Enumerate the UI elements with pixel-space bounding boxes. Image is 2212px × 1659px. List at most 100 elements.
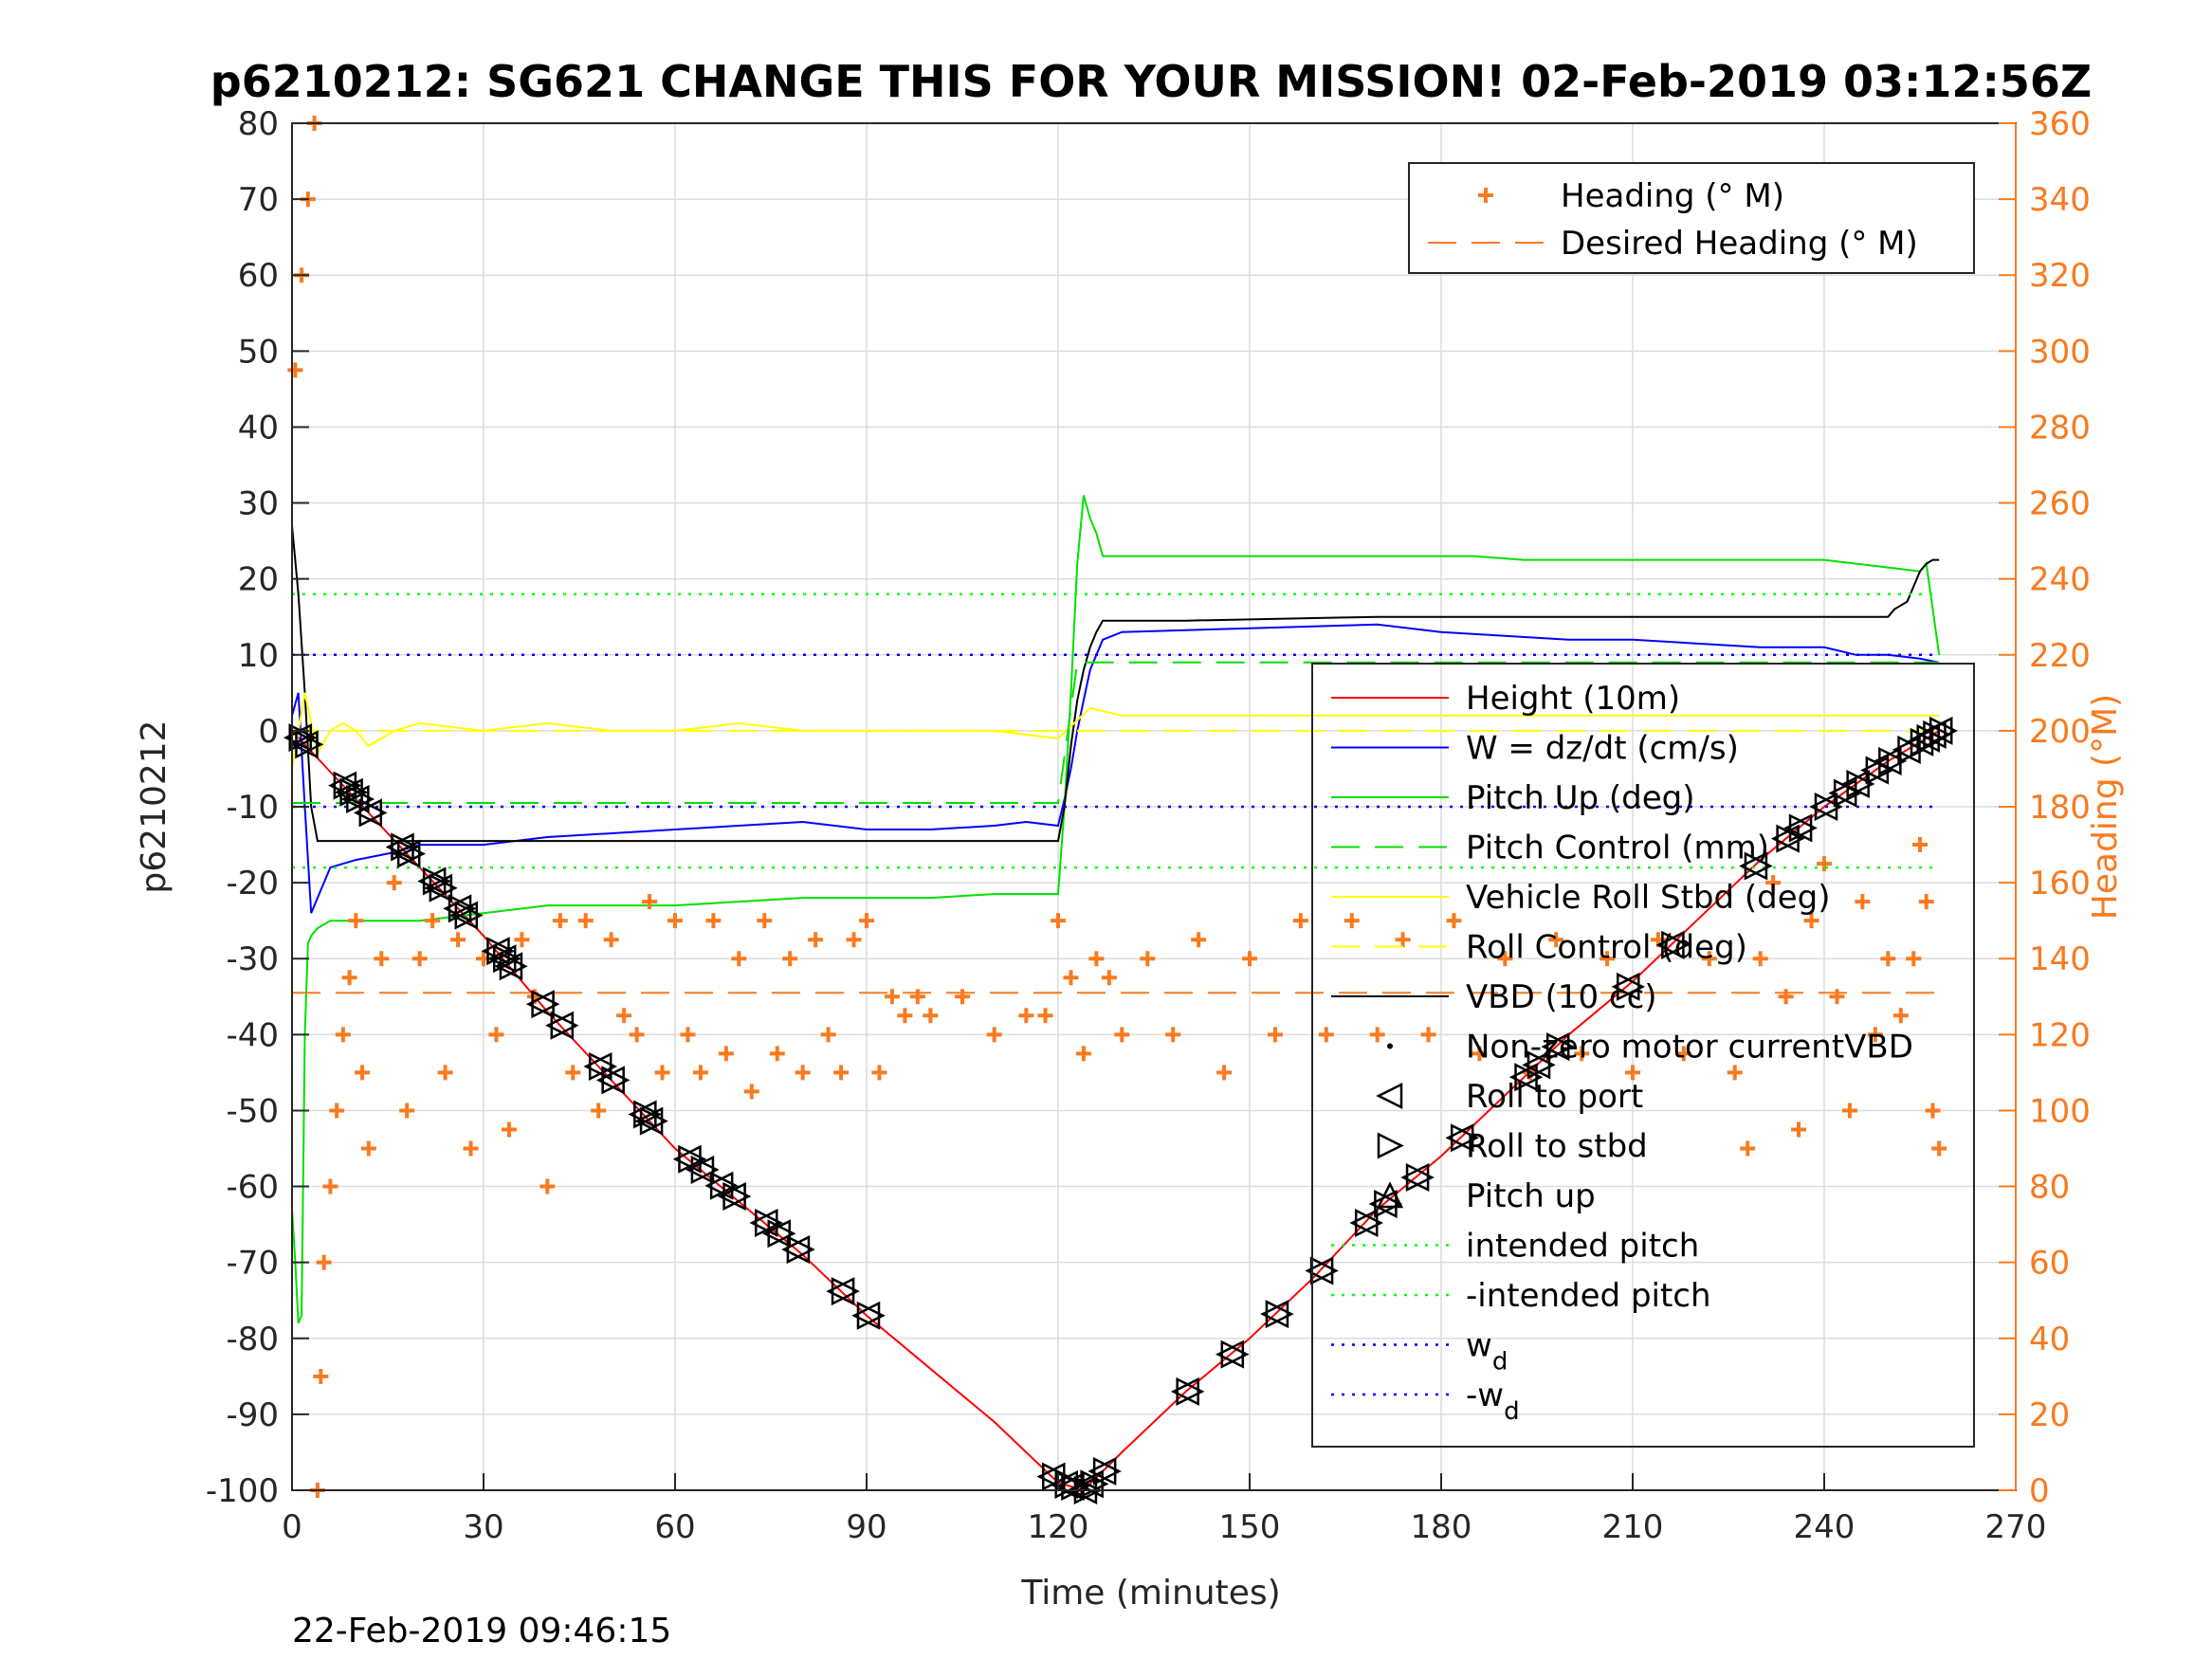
heading-point xyxy=(1075,1046,1091,1062)
heading-point xyxy=(795,1065,811,1081)
left-tick-label: 20 xyxy=(238,561,279,599)
heading-point xyxy=(1472,1046,1488,1062)
roll-to-port-marker xyxy=(1541,1032,1570,1062)
heading-point xyxy=(909,989,925,1005)
legend-label: Roll Control (deg) xyxy=(1466,929,1747,967)
roll-to-port-marker xyxy=(1170,1376,1199,1406)
roll-to-stbd-marker xyxy=(1374,1189,1403,1219)
heading-point xyxy=(1101,970,1117,986)
roll-to-port-marker xyxy=(1088,1456,1117,1486)
heading-point xyxy=(1191,932,1207,948)
roll-to-stbd-marker xyxy=(1617,972,1646,1001)
roll-to-stbd-marker xyxy=(391,832,420,862)
roll-to-stbd-marker xyxy=(831,1277,860,1306)
heading-point xyxy=(463,1140,479,1157)
roll-to-stbd-marker xyxy=(1788,813,1818,843)
heading-point xyxy=(616,1008,632,1024)
left-tick-label: -30 xyxy=(226,940,279,978)
roll-to-stbd-marker xyxy=(499,952,528,981)
heading-point xyxy=(313,1368,329,1384)
x-tick-label: 150 xyxy=(1219,1508,1281,1546)
left-axis-ticks: 80 70 60 50 40 30 20 10 0 -10 -20 -30 -40 -50 -60 -70 -8… xyxy=(206,105,309,1510)
roll-to-port-marker xyxy=(424,873,453,902)
heading-point xyxy=(1037,1008,1053,1024)
roll-to-stbd-marker xyxy=(1354,1208,1383,1238)
heading-point xyxy=(705,913,722,929)
roll-to-stbd-marker xyxy=(633,1100,663,1129)
right-tick-label: 240 xyxy=(2029,561,2091,599)
roll-to-port-marker xyxy=(1655,930,1685,959)
left-tick-label: -80 xyxy=(226,1321,279,1358)
roll-to-stbd-marker xyxy=(422,866,451,896)
roll-to-port-marker xyxy=(851,1301,881,1330)
heading-point xyxy=(731,951,747,967)
roll-to-port-marker xyxy=(1508,1063,1538,1092)
heading-point xyxy=(846,932,862,948)
heading-point xyxy=(552,913,568,929)
left-tick-label: 60 xyxy=(238,257,279,295)
heading-point xyxy=(1892,1008,1909,1024)
legend-label: Pitch up xyxy=(1466,1177,1596,1215)
roll-to-stbd-marker xyxy=(358,798,388,828)
heading-point xyxy=(1344,913,1360,929)
roll-to-stbd-marker xyxy=(531,990,560,1019)
left-tick-label: 70 xyxy=(238,181,279,219)
right-tick-label: 280 xyxy=(2029,409,2091,447)
legend-label: Pitch Control (mm) xyxy=(1466,830,1769,867)
roll-to-port-marker xyxy=(340,784,370,814)
roll-to-port-marker xyxy=(1783,813,1813,843)
right-tick-label: 220 xyxy=(2029,637,2091,675)
roll-to-port-marker xyxy=(749,1208,778,1238)
left-tick-label: -70 xyxy=(226,1245,279,1283)
roll-to-port-marker xyxy=(686,1155,715,1184)
roll-to-port-marker xyxy=(672,1144,702,1174)
heading-point xyxy=(437,1065,453,1081)
roll-to-port-marker xyxy=(1611,972,1640,1001)
roll-to-stbd-marker xyxy=(786,1235,815,1265)
series-pitch-up-deg xyxy=(291,495,1941,1324)
heading-point xyxy=(322,1178,338,1194)
heading-point xyxy=(986,1027,1002,1043)
roll-to-stbd-marker xyxy=(722,1181,752,1211)
heading-point xyxy=(348,913,364,929)
roll-to-stbd-marker xyxy=(1661,930,1691,959)
roll-to-port-marker xyxy=(443,894,472,923)
legend-label: Height (10m) xyxy=(1466,680,1680,718)
legend-label: Desired Heading (° M) xyxy=(1561,225,1918,263)
heading-point xyxy=(501,1121,517,1138)
roll-to-port-marker xyxy=(481,937,510,966)
right-tick-label: 300 xyxy=(2029,333,2091,371)
left-tick-label: -20 xyxy=(226,865,279,902)
plot-area xyxy=(283,116,2017,1505)
heading-point xyxy=(718,1046,734,1062)
roll-to-port-marker xyxy=(1445,1123,1474,1153)
heading-point xyxy=(1918,894,1934,910)
roll-to-port-marker xyxy=(628,1100,657,1129)
footer-timestamp: 22-Feb-2019 09:46:15 xyxy=(292,1612,671,1650)
heading-point xyxy=(1063,970,1079,986)
right-tick-label: 260 xyxy=(2029,485,2091,523)
heading-point xyxy=(1752,951,1768,967)
legend-label: intended pitch xyxy=(1466,1228,1699,1266)
left-tick-label: -50 xyxy=(226,1092,279,1130)
heading-point xyxy=(1051,913,1066,929)
left-tick-label: -40 xyxy=(226,1016,279,1054)
legend-label: Roll to port xyxy=(1466,1078,1643,1116)
right-tick-label: 100 xyxy=(2029,1092,2091,1130)
x-tick-label: 120 xyxy=(1028,1508,1089,1546)
heading-point xyxy=(1791,1121,1807,1138)
legend-left-axis-box xyxy=(1311,663,1975,1448)
roll-to-stbd-marker xyxy=(1526,1050,1556,1080)
roll-to-stbd-marker xyxy=(601,1066,631,1095)
heading-point xyxy=(1841,1103,1857,1119)
legend-right-axis-box xyxy=(1408,162,1975,274)
heading-point xyxy=(1740,1140,1756,1157)
x-tick-label: 0 xyxy=(282,1508,302,1546)
heading-point xyxy=(1574,1046,1590,1062)
legend-label: Pitch Up (deg) xyxy=(1466,779,1694,817)
roll-to-stbd-marker xyxy=(856,1301,886,1330)
legend-label: Vehicle Roll Stbd (deg) xyxy=(1466,879,1831,917)
heading-point xyxy=(577,913,594,929)
heading-point xyxy=(1803,913,1819,929)
heading-point xyxy=(1817,856,1832,872)
